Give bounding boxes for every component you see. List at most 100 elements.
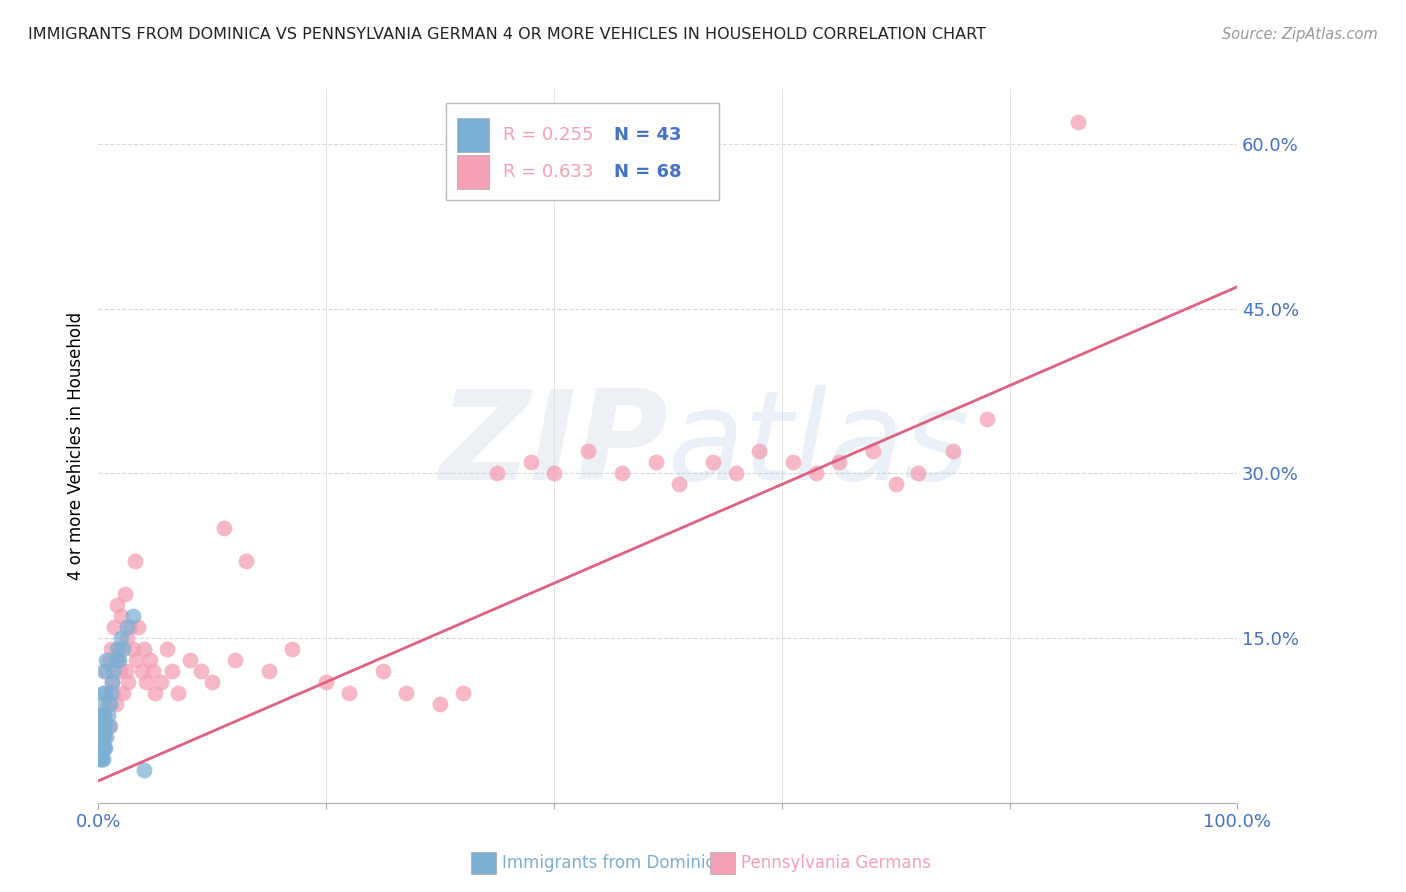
Point: [884, 477, 907, 491]
Point: [108, 642, 131, 657]
Point: [117, 675, 139, 690]
Point: [90, 708, 112, 723]
Point: [96, 697, 118, 711]
Point: [93, 708, 115, 723]
Point: [96, 653, 118, 667]
Point: [371, 664, 394, 678]
Point: [89, 730, 111, 744]
Point: [90, 740, 112, 755]
Point: [90, 740, 112, 755]
Point: [115, 631, 138, 645]
Point: [112, 686, 135, 700]
Point: [108, 653, 131, 667]
Point: [104, 653, 127, 667]
Bar: [457, 118, 489, 152]
Text: N = 68: N = 68: [614, 163, 682, 181]
Text: atlas: atlas: [668, 385, 970, 507]
Point: [337, 686, 360, 700]
Point: [127, 620, 149, 634]
Point: [90, 730, 112, 744]
Point: [100, 686, 122, 700]
Point: [132, 763, 155, 777]
Text: Pennsylvania Germans: Pennsylvania Germans: [741, 854, 931, 871]
Point: [110, 631, 132, 645]
Point: [93, 740, 115, 755]
Point: [395, 686, 418, 700]
Point: [150, 675, 173, 690]
Point: [104, 697, 127, 711]
Point: [90, 730, 112, 744]
Point: [162, 664, 184, 678]
Point: [976, 411, 998, 425]
Point: [94, 740, 117, 755]
Point: [103, 620, 125, 634]
Point: [668, 477, 690, 491]
Point: [121, 642, 143, 657]
Point: [110, 609, 132, 624]
Point: [486, 467, 509, 481]
Point: [167, 686, 190, 700]
Point: [90, 708, 112, 723]
Point: [862, 444, 884, 458]
Point: [90, 752, 112, 766]
Point: [101, 675, 124, 690]
Point: [828, 455, 851, 469]
Point: [804, 467, 827, 481]
Point: [782, 455, 804, 469]
Point: [138, 653, 160, 667]
Text: N = 43: N = 43: [614, 126, 682, 144]
Point: [90, 719, 112, 733]
Point: [93, 708, 115, 723]
Point: [96, 708, 118, 723]
Point: [612, 467, 634, 481]
Point: [212, 521, 235, 535]
Point: [93, 730, 115, 744]
Point: [114, 587, 136, 601]
Point: [103, 664, 125, 678]
Point: [96, 730, 118, 744]
Point: [429, 697, 451, 711]
Point: [97, 653, 120, 667]
Point: [98, 697, 121, 711]
Point: [121, 609, 143, 624]
Point: [543, 467, 565, 481]
Point: [131, 664, 153, 678]
Text: R = 0.255: R = 0.255: [503, 126, 593, 144]
Point: [145, 686, 167, 700]
Point: [235, 554, 257, 568]
Point: [156, 642, 179, 657]
Point: [89, 719, 111, 733]
Point: [89, 752, 111, 766]
Point: [748, 444, 770, 458]
Point: [259, 664, 281, 678]
Text: Source: ZipAtlas.com: Source: ZipAtlas.com: [1222, 27, 1378, 42]
Point: [942, 444, 965, 458]
Bar: [457, 155, 489, 189]
Point: [645, 455, 668, 469]
Point: [98, 719, 121, 733]
Point: [90, 697, 112, 711]
Point: [89, 740, 111, 755]
Point: [91, 730, 114, 744]
Point: [451, 686, 474, 700]
Point: [135, 675, 157, 690]
FancyBboxPatch shape: [446, 103, 718, 200]
Point: [201, 675, 224, 690]
Point: [114, 664, 136, 678]
Point: [702, 455, 724, 469]
Point: [315, 675, 337, 690]
Point: [907, 467, 929, 481]
Point: [91, 719, 114, 733]
Text: IMMIGRANTS FROM DOMINICA VS PENNSYLVANIA GERMAN 4 OR MORE VEHICLES IN HOUSEHOLD : IMMIGRANTS FROM DOMINICA VS PENNSYLVANIA…: [28, 27, 986, 42]
Point: [112, 642, 135, 657]
Point: [281, 642, 304, 657]
Point: [105, 642, 128, 657]
Point: [91, 686, 114, 700]
Point: [520, 455, 543, 469]
Point: [1067, 115, 1090, 129]
Point: [107, 653, 129, 667]
Point: [94, 719, 117, 733]
Point: [725, 467, 748, 481]
Point: [90, 752, 112, 766]
Point: [120, 620, 142, 634]
